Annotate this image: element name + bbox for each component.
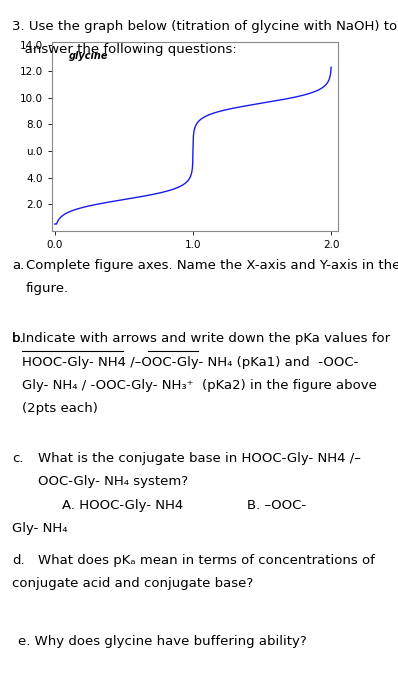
- Text: c.: c.: [12, 452, 23, 466]
- Text: Gly- NH₄ / -OOC-Gly- NH₃⁺  (pKa2) in the figure above: Gly- NH₄ / -OOC-Gly- NH₃⁺ (pKa2) in the …: [22, 379, 377, 391]
- Text: a.: a.: [12, 259, 24, 272]
- Text: conjugate acid and conjugate base?: conjugate acid and conjugate base?: [12, 577, 253, 590]
- Text: A. HOOC-Gly- NH4: A. HOOC-Gly- NH4: [62, 498, 183, 512]
- Text: (2pts each): (2pts each): [22, 402, 98, 415]
- Text: glycine: glycine: [69, 51, 108, 62]
- Text: answer the following questions:: answer the following questions:: [12, 43, 237, 56]
- Text: OOC-Gly- NH₄ system?: OOC-Gly- NH₄ system?: [38, 475, 188, 489]
- Text: 3. Use the graph below (titration of glycine with NaOH) to: 3. Use the graph below (titration of gly…: [12, 20, 397, 33]
- Text: What does pKₐ mean in terms of concentrations of: What does pKₐ mean in terms of concentra…: [38, 554, 375, 567]
- Text: e. Why does glycine have buffering ability?: e. Why does glycine have buffering abili…: [18, 635, 307, 647]
- Text: figure.: figure.: [26, 282, 69, 295]
- Text: Complete figure axes. Name the X-axis and Y-axis in the: Complete figure axes. Name the X-axis an…: [26, 259, 398, 272]
- Text: What is the conjugate base in HOOC-Gly- NH4 /–: What is the conjugate base in HOOC-Gly- …: [38, 452, 361, 466]
- Text: b.: b.: [12, 333, 25, 345]
- Text: d.: d.: [12, 554, 25, 567]
- Text: B. –OOC-: B. –OOC-: [247, 498, 306, 512]
- Text: b.: b.: [12, 333, 25, 345]
- Text: Gly- NH₄: Gly- NH₄: [12, 521, 67, 535]
- Text: HOOC-Gly- NH4 /–OOC-Gly- NH₄ (pKa1) and  -OOC-: HOOC-Gly- NH4 /–OOC-Gly- NH₄ (pKa1) and …: [22, 356, 358, 368]
- Text: Indicate with arrows and write down the pKa values for: Indicate with arrows and write down the …: [22, 333, 390, 345]
